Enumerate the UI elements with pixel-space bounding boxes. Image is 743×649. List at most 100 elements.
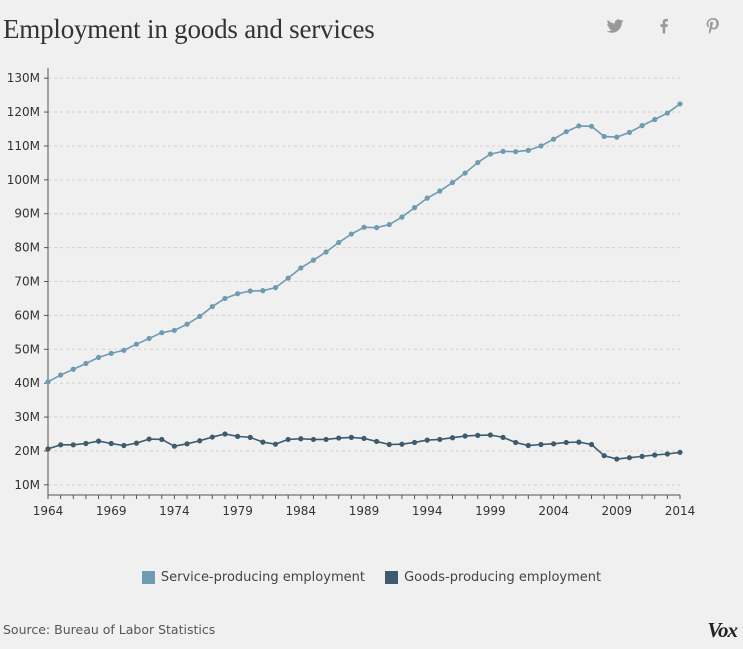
y-tick-label-50: 50M [14,342,40,356]
data-point-goods-1984 [298,436,304,442]
data-point-service-1970 [121,347,127,353]
y-tick-label-110: 110M [7,139,40,153]
data-point-goods-1992 [399,441,405,447]
data-point-goods-2006 [576,439,582,445]
source-text: Bureau of Labor Statistics [54,622,216,637]
data-point-service-2010 [626,129,633,135]
legend-label-goods: Goods-producing employment [404,570,602,585]
data-point-service-1986 [323,249,329,255]
data-point-goods-1975 [184,441,190,447]
data-point-service-1974 [171,327,177,333]
y-tick-label-100: 100M [7,173,40,187]
data-point-goods-2014 [677,449,683,455]
data-point-service-2012 [652,116,658,123]
y-tick-label-80: 80M [14,241,40,255]
data-point-goods-1977 [209,434,215,440]
data-point-service-1966 [70,366,76,372]
data-point-service-1988 [348,231,354,237]
data-point-service-1978 [222,295,228,302]
data-point-service-1979 [235,291,241,297]
legend-swatch-service [141,571,155,584]
pinterest-icon [706,18,719,34]
data-point-service-1973 [159,330,165,336]
data-point-goods-1976 [197,438,203,444]
data-point-service-2002 [525,147,531,153]
data-point-service-1965 [58,372,64,378]
data-point-service-2006 [576,123,582,129]
data-point-goods-2000 [500,434,506,440]
data-point-goods-1985 [310,436,317,443]
data-point-service-1997 [462,170,468,176]
gridlines [48,77,680,486]
data-point-service-2011 [639,123,645,129]
data-point-goods-1968 [95,438,102,444]
data-point-goods-1991 [386,441,392,448]
data-point-goods-1982 [272,441,279,447]
data-point-service-1993 [411,205,418,211]
data-point-service-1996 [449,179,456,186]
data-point-goods-1997 [462,433,468,439]
data-point-goods-1972 [146,436,152,442]
data-point-service-2007 [588,123,595,129]
data-point-service-2001 [513,149,519,155]
y-tick-label-90: 90M [14,207,40,221]
data-point-goods-1965 [58,442,64,448]
data-point-service-1981 [260,288,266,294]
data-point-goods-1973 [159,436,165,443]
x-tick-label-1989: 1989 [349,504,380,518]
x-tick-label-2014: 2014 [665,504,696,518]
data-point-service-1980 [247,288,253,294]
data-point-goods-1969 [108,440,114,447]
source-note: Source: Bureau of Labor Statistics [3,622,215,637]
legend-item-service[interactable]: Service-producing employment [141,570,365,585]
data-point-goods-1999 [487,432,493,438]
data-point-goods-1974 [171,443,177,449]
vox-logo: Vox [707,618,738,642]
chart-title: Employment in goods and services [3,14,375,44]
data-point-service-1990 [374,225,380,231]
data-point-service-1977 [209,303,215,310]
twitter-share-button[interactable] [605,16,625,36]
data-point-goods-2013 [664,451,670,457]
data-point-goods-2009 [614,456,620,462]
data-point-goods-1995 [437,436,443,443]
data-point-goods-1970 [121,442,127,449]
data-point-service-2009 [614,134,620,140]
data-point-service-1998 [475,159,481,166]
x-tick-label-1999: 1999 [475,504,506,518]
series-group [45,101,683,462]
data-point-service-2014 [677,101,683,107]
data-point-goods-1980 [247,434,253,440]
data-point-goods-2001 [513,439,519,446]
twitter-icon [606,19,624,33]
pinterest-share-button[interactable] [703,16,723,36]
data-point-goods-1986 [323,436,329,443]
data-point-service-1972 [146,335,152,342]
data-point-service-2013 [664,110,670,116]
data-point-goods-1978 [222,431,228,437]
legend: Service-producing employment Goods-produ… [0,570,743,588]
y-tick-label-130: 130M [7,71,40,85]
y-tick-label-10: 10M [14,478,40,492]
data-point-goods-1998 [475,432,481,438]
x-tick-label-2004: 2004 [538,504,569,518]
data-point-goods-2010 [626,455,633,461]
data-point-goods-2007 [588,441,595,448]
data-point-service-1984 [298,265,304,271]
data-point-service-1999 [487,151,493,157]
data-point-goods-1994 [424,437,430,443]
data-point-goods-1996 [449,435,456,441]
data-point-goods-2002 [525,442,531,449]
x-tick-label-2009: 2009 [602,504,633,518]
facebook-share-button[interactable] [654,16,674,36]
data-point-service-1976 [197,313,203,320]
x-tick-label-1994: 1994 [412,504,443,518]
data-point-service-2005 [563,129,569,135]
data-point-service-2000 [500,148,506,154]
data-point-service-1975 [184,321,190,327]
data-point-service-2003 [538,143,544,149]
data-point-service-2008 [601,133,607,140]
y-tick-label-120: 120M [7,105,40,119]
data-point-goods-1967 [83,440,89,447]
legend-item-goods[interactable]: Goods-producing employment [385,570,601,585]
